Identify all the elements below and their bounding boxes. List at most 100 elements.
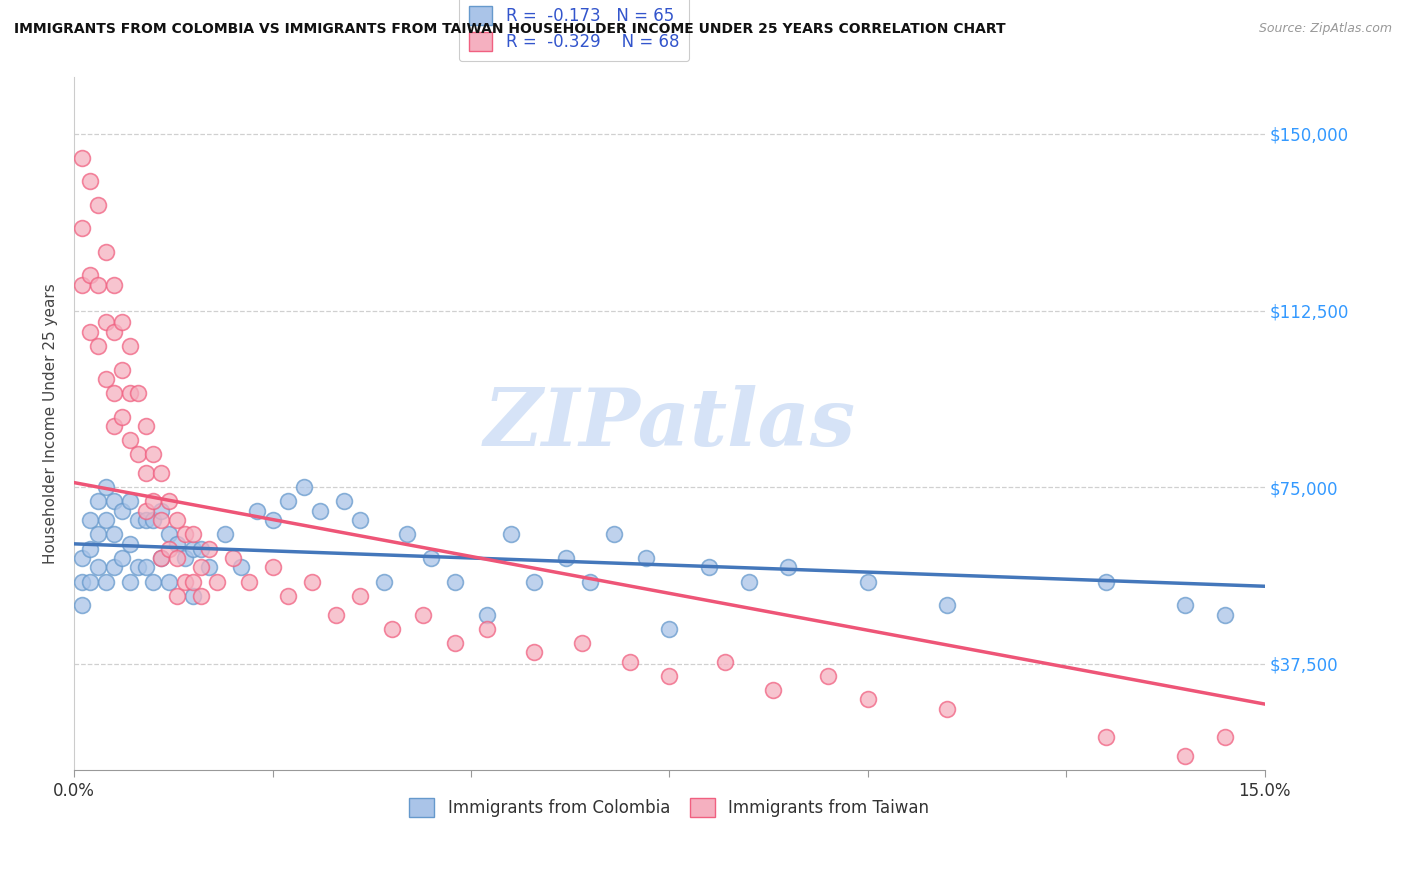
Point (349, 513, 371, 527)
Point (229, 560, 252, 574)
Point (1174, 598, 1197, 612)
Point (157, 494, 180, 508)
Point (103, 527, 125, 541)
Point (658, 622, 681, 636)
Point (181, 574, 204, 589)
Legend: Immigrants from Colombia, Immigrants from Taiwan: Immigrants from Colombia, Immigrants fro… (402, 791, 936, 824)
Text: IMMIGRANTS FROM COLOMBIA VS IMMIGRANTS FROM TAIWAN HOUSEHOLDER INCOME UNDER 25 Y: IMMIGRANTS FROM COLOMBIA VS IMMIGRANTS F… (14, 22, 1005, 37)
Point (262, 560, 284, 574)
Point (94, 315, 117, 329)
Point (262, 513, 284, 527)
Point (349, 589, 371, 603)
Point (190, 560, 212, 574)
Point (103, 494, 125, 508)
Point (738, 574, 761, 589)
Point (87, 560, 110, 574)
Point (103, 560, 125, 574)
Point (87, 197, 110, 211)
Point (111, 362, 134, 376)
Point (111, 551, 134, 566)
Point (658, 669, 681, 683)
Point (309, 504, 332, 518)
Point (118, 537, 141, 551)
Point (396, 527, 419, 541)
Point (157, 541, 180, 556)
Point (150, 513, 173, 527)
Point (94, 372, 117, 386)
Point (277, 494, 299, 508)
Point (142, 447, 165, 461)
Point (714, 655, 737, 669)
Point (205, 574, 228, 589)
Point (70, 551, 93, 566)
Point (103, 325, 125, 339)
Point (135, 513, 157, 527)
Point (181, 589, 204, 603)
Point (87, 277, 110, 292)
Point (174, 574, 197, 589)
Point (523, 574, 546, 589)
Point (142, 513, 165, 527)
Point (190, 589, 212, 603)
Point (579, 574, 602, 589)
Point (70, 277, 93, 292)
Point (150, 551, 173, 566)
Point (475, 607, 498, 622)
Point (198, 541, 221, 556)
Point (103, 419, 125, 434)
Point (277, 589, 299, 603)
Point (1213, 607, 1236, 622)
Point (111, 504, 134, 518)
Point (142, 574, 165, 589)
Point (118, 434, 141, 448)
Point (1174, 748, 1197, 763)
Text: ZIPatlas: ZIPatlas (484, 385, 855, 462)
Point (142, 494, 165, 508)
Point (174, 551, 197, 566)
Point (135, 560, 157, 574)
Point (555, 551, 578, 566)
Point (166, 537, 188, 551)
Point (1095, 730, 1118, 744)
Point (150, 466, 173, 480)
Point (79, 513, 101, 527)
Point (70, 574, 93, 589)
Point (325, 607, 347, 622)
Point (157, 574, 180, 589)
Point (292, 480, 315, 494)
Point (166, 513, 188, 527)
Point (373, 574, 395, 589)
Point (817, 669, 839, 683)
Point (70, 151, 93, 165)
Point (79, 541, 101, 556)
Point (761, 682, 783, 697)
Text: Source: ZipAtlas.com: Source: ZipAtlas.com (1258, 22, 1392, 36)
Point (135, 504, 157, 518)
Point (523, 645, 546, 659)
Point (1213, 730, 1236, 744)
Y-axis label: Householder Income Under 25 years: Householder Income Under 25 years (44, 284, 58, 564)
Point (174, 527, 197, 541)
Point (412, 607, 434, 622)
Point (150, 504, 173, 518)
Point (499, 527, 522, 541)
Point (79, 325, 101, 339)
Point (150, 551, 173, 566)
Point (87, 527, 110, 541)
Point (166, 589, 188, 603)
Point (94, 480, 117, 494)
Point (103, 386, 125, 401)
Point (70, 221, 93, 235)
Point (856, 692, 879, 706)
Point (333, 494, 356, 508)
Point (380, 622, 402, 636)
Point (87, 339, 110, 353)
Point (936, 598, 959, 612)
Point (94, 574, 117, 589)
Point (103, 277, 125, 292)
Point (111, 409, 134, 424)
Point (94, 244, 117, 259)
Point (79, 574, 101, 589)
Point (198, 560, 221, 574)
Point (619, 655, 641, 669)
